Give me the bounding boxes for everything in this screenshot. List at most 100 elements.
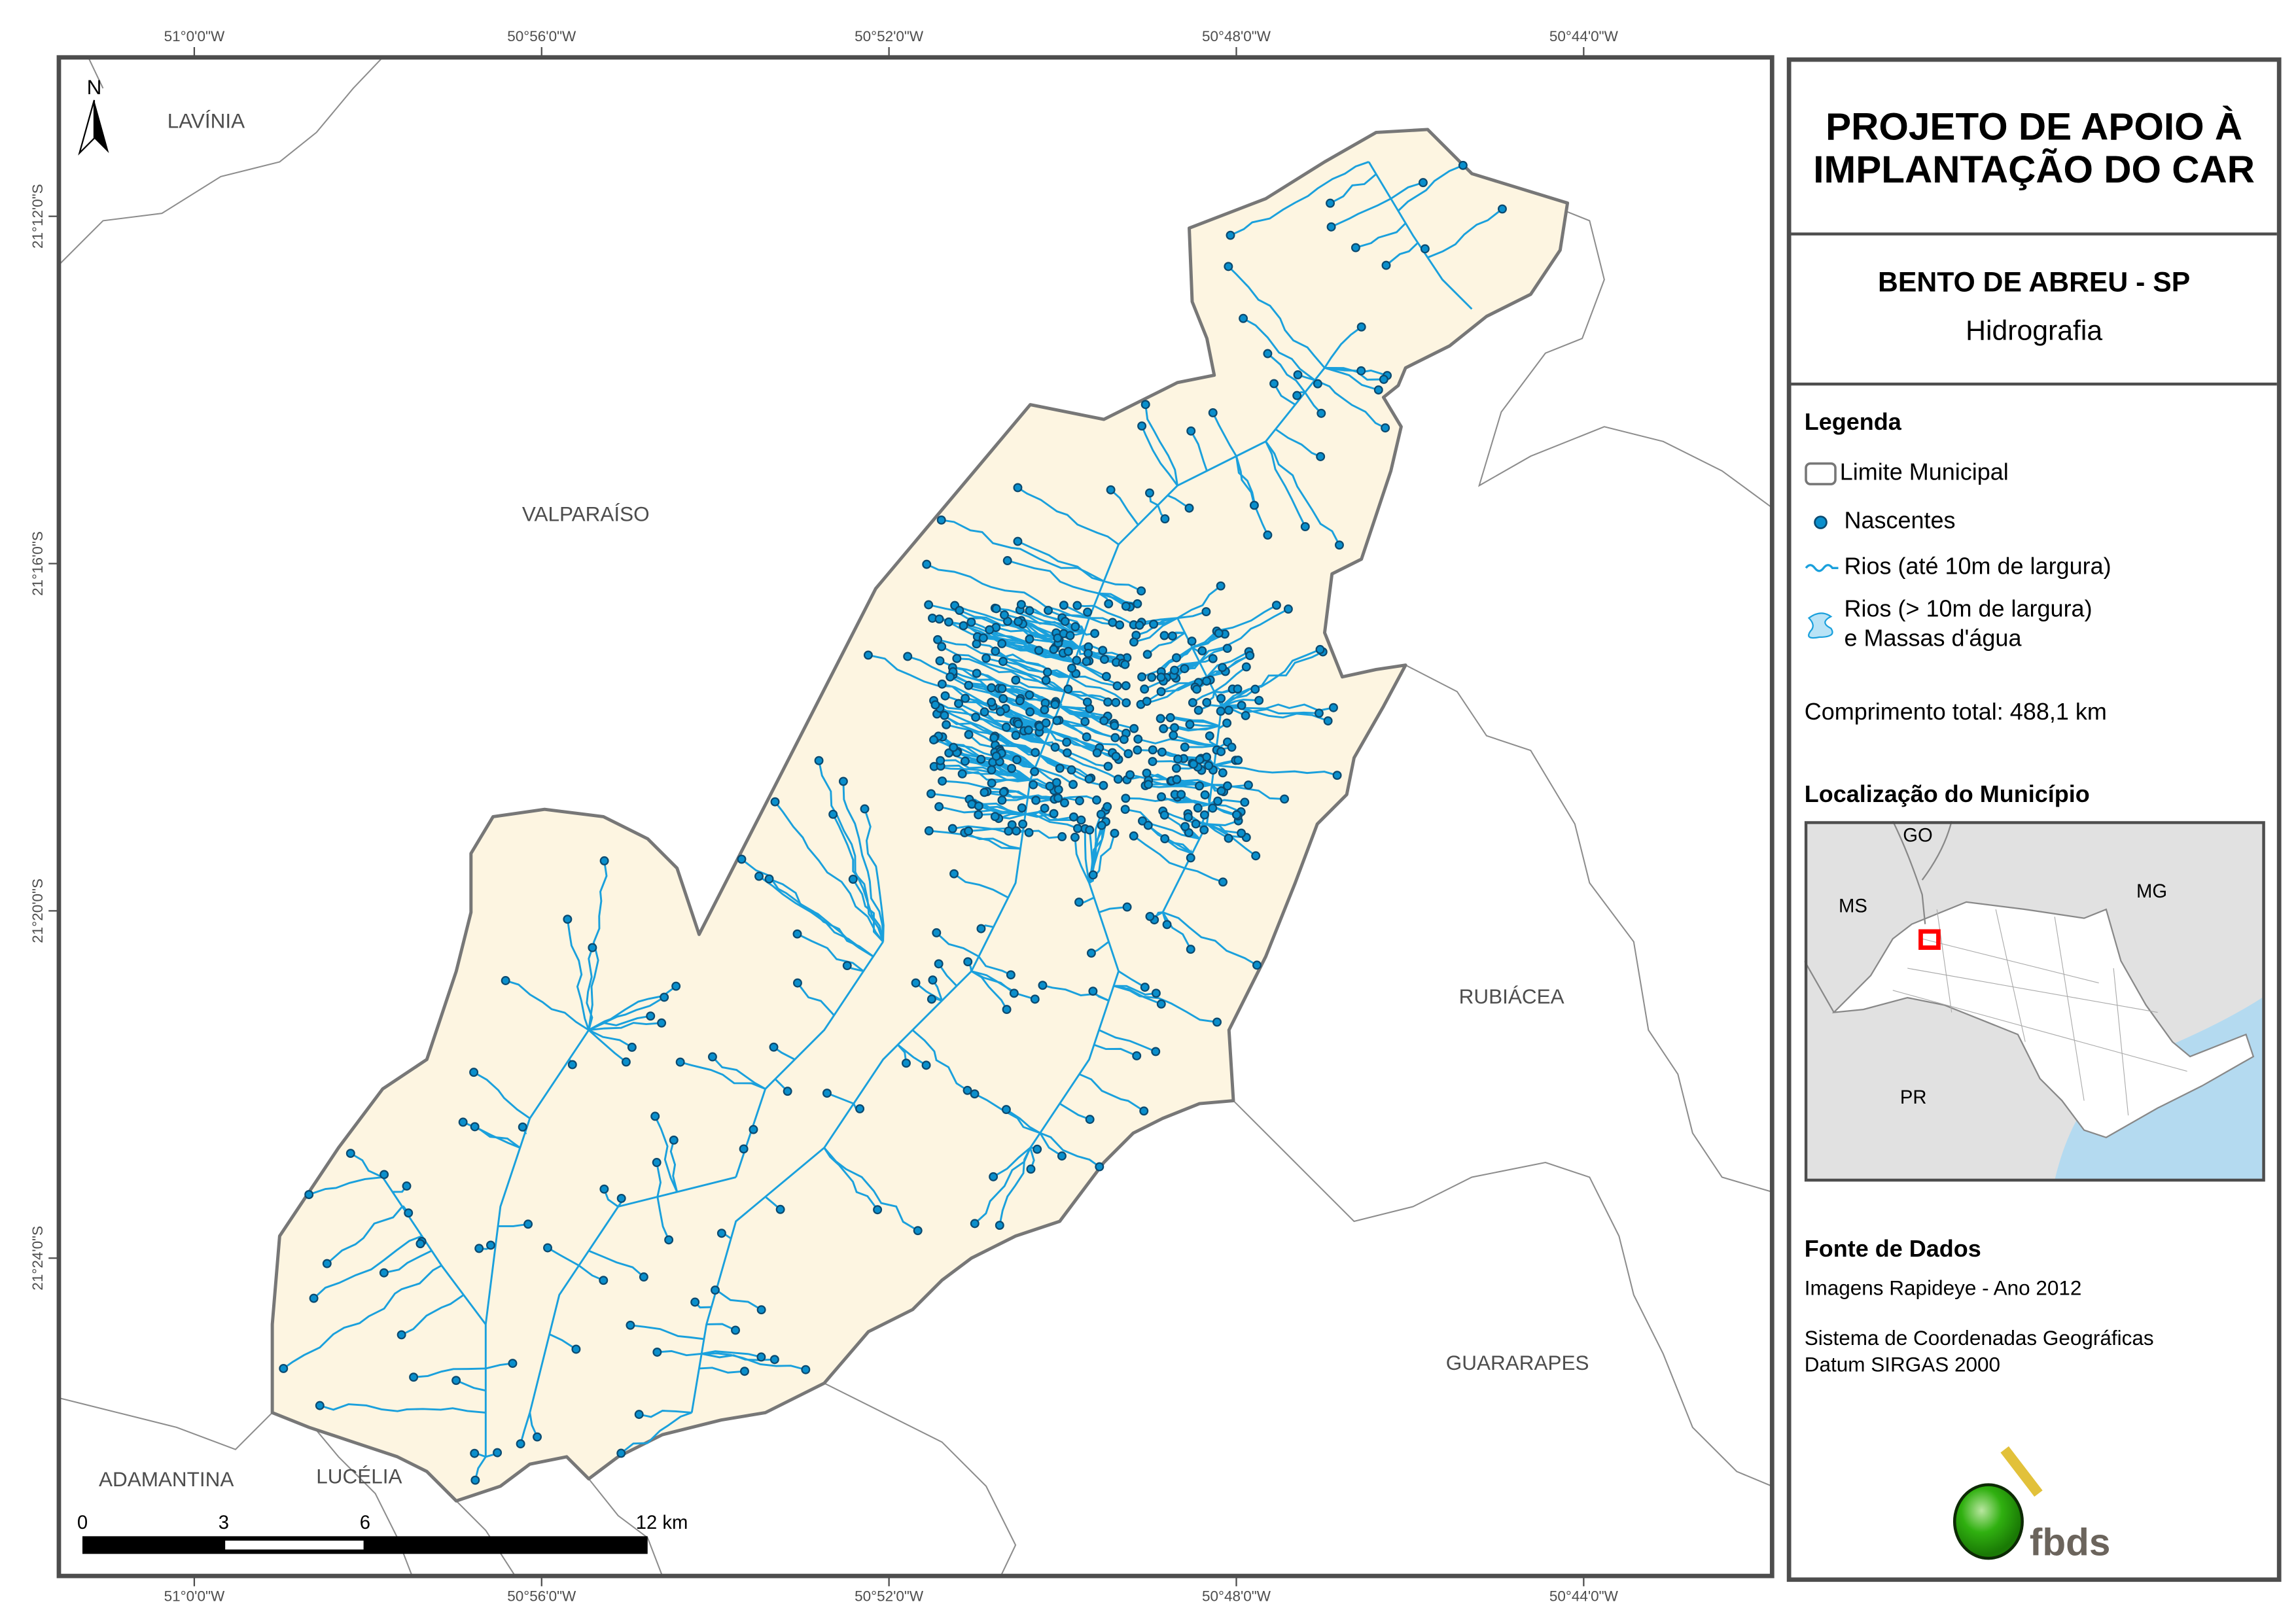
river-line — [1221, 648, 1321, 707]
spring-point — [1159, 724, 1169, 733]
spring-point — [924, 600, 934, 610]
spring-point — [1074, 796, 1084, 806]
spring-point — [942, 720, 951, 729]
spring-point — [1316, 408, 1326, 418]
spring-point — [1082, 697, 1092, 707]
spring-point — [1031, 748, 1040, 758]
spring-point — [1156, 999, 1166, 1009]
spring-point — [1082, 657, 1091, 667]
river-line — [978, 805, 1026, 816]
location-heading: Localização do Município — [1804, 782, 2090, 808]
spring-point — [1070, 622, 1080, 631]
river-line — [933, 699, 1046, 744]
river-line — [699, 1367, 745, 1374]
spring-point — [1017, 803, 1027, 813]
boundary-box-icon — [1805, 462, 1837, 485]
spring-point — [1024, 828, 1034, 837]
spring-point — [1090, 629, 1100, 638]
spring-point — [1076, 815, 1086, 825]
spring-point — [989, 1172, 998, 1181]
spring-point — [1085, 825, 1095, 835]
spring-point — [980, 788, 989, 797]
spring-point — [842, 961, 852, 971]
spring-point — [1157, 747, 1167, 757]
spring-point — [957, 769, 967, 778]
lon-tick-top: 50°52'0"W — [855, 28, 924, 44]
river-line — [852, 879, 884, 943]
spring-point — [801, 1365, 811, 1374]
spring-point — [1250, 684, 1260, 694]
spring-point — [571, 1344, 581, 1354]
spring-point — [1142, 697, 1152, 707]
spring-point — [1002, 1005, 1012, 1015]
spring-point — [1001, 722, 1011, 732]
spring-point — [1031, 795, 1041, 805]
river-line — [413, 1367, 486, 1378]
river-line — [1001, 752, 1036, 769]
river-line — [934, 704, 1046, 744]
spring-point — [493, 1448, 503, 1457]
spring-point — [945, 672, 955, 682]
river-line — [1397, 164, 1464, 212]
spring-point — [1334, 540, 1344, 550]
spring-point — [567, 1060, 577, 1070]
river-line — [1137, 738, 1217, 747]
spring-point — [1351, 243, 1360, 253]
spring-point — [1053, 633, 1063, 643]
spring-point — [963, 1085, 972, 1095]
spring-point — [470, 1448, 480, 1458]
spring-point — [1186, 945, 1195, 954]
spring-point — [911, 978, 921, 988]
river-line — [1133, 835, 1186, 869]
river-line — [400, 1294, 465, 1336]
spring-point — [1103, 761, 1113, 771]
spring-point — [737, 854, 747, 864]
spring-point — [1169, 731, 1178, 740]
spring-point — [1113, 775, 1123, 784]
graticule-ticks: 51°0'0"W 50°56'0"W 50°52'0"W 50°48'0"W 5… — [29, 28, 1618, 1604]
river-line — [971, 970, 1036, 1000]
lon-tick-bottom: 51°0'0"W — [164, 1588, 225, 1604]
spring-point — [1212, 1017, 1222, 1027]
river-line — [588, 1029, 627, 1063]
spring-point — [1149, 620, 1159, 629]
spring-point — [1011, 675, 1021, 685]
source-line: Imagens Rapideye - Ano 2012 — [1804, 1276, 2082, 1300]
spring-point — [976, 754, 986, 764]
source-line: Sistema de Coordenadas Geográficas — [1804, 1325, 2154, 1350]
spring-point — [1192, 684, 1201, 694]
spring-point — [1223, 781, 1232, 791]
spring-point — [1085, 1115, 1095, 1125]
river-line — [1176, 585, 1222, 620]
river-line — [1093, 604, 1135, 626]
river-line — [1164, 837, 1193, 855]
spring-point — [792, 978, 802, 988]
municipality-highlight — [1918, 929, 1941, 950]
spring-point — [690, 1297, 700, 1307]
spring-point — [1092, 748, 1102, 758]
spring-point — [863, 650, 873, 660]
river-line — [1099, 906, 1127, 914]
spring-point — [1121, 601, 1131, 611]
river-line — [588, 1249, 645, 1278]
spring-point — [1138, 816, 1147, 826]
spring-point — [949, 742, 959, 752]
spring-point — [955, 606, 964, 616]
river-line — [1221, 699, 1260, 708]
spring-point — [458, 1117, 468, 1127]
spring-point — [1356, 322, 1366, 332]
river-line — [1059, 705, 1086, 723]
spring-point — [1251, 851, 1261, 861]
scale-label: 0 — [77, 1512, 88, 1533]
spring-point — [1040, 803, 1050, 813]
spring-point — [1156, 687, 1166, 697]
river-line — [1265, 440, 1341, 546]
river-line — [774, 801, 884, 943]
river-line — [1206, 650, 1250, 678]
river-line — [934, 765, 1031, 782]
spring-point — [1193, 803, 1203, 813]
spring-point — [1140, 983, 1150, 992]
spring-point — [1216, 707, 1226, 716]
spring-point — [990, 812, 1000, 822]
neighbor-label: ADAMANTINA — [99, 1467, 234, 1491]
